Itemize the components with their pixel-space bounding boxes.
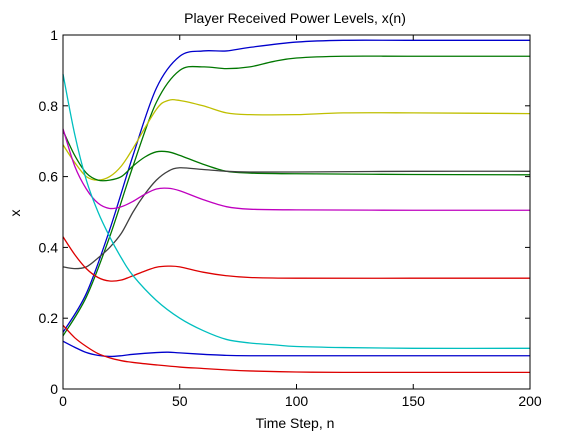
y-axis-label: x — [7, 210, 23, 217]
series-lines — [62, 39, 531, 374]
axis-ticks: 0 50 100 150 200 0 0.2 0.4 0.6 0.8 1 — [39, 27, 542, 409]
series-line-4 — [62, 130, 531, 182]
y-tick-label-0.6: 0.6 — [39, 169, 59, 185]
y-tick-label-1: 1 — [50, 27, 58, 43]
series-line-10 — [62, 324, 530, 374]
series-line-9 — [62, 340, 530, 358]
x-tick-label-150: 150 — [402, 393, 426, 409]
series-line-7 — [62, 236, 530, 282]
series-line-2 — [62, 55, 530, 337]
y-tick-label-0.4: 0.4 — [39, 239, 59, 255]
series-line-8 — [62, 73, 531, 349]
x-tick-label-200: 200 — [518, 393, 542, 409]
y-tick-label-0.8: 0.8 — [39, 98, 59, 114]
y-tick-label-0: 0 — [50, 381, 58, 397]
chart-title: Player Received Power Levels, x(n) — [184, 10, 406, 26]
series-line-5 — [62, 167, 531, 270]
y-tick-label-0.2: 0.2 — [39, 310, 59, 326]
x-tick-label-100: 100 — [285, 393, 309, 409]
x-axis-label: Time Step, n — [256, 415, 335, 431]
series-line-3 — [62, 98, 531, 181]
x-tick-label-0: 0 — [59, 393, 67, 409]
x-tick-label-50: 50 — [172, 393, 188, 409]
series-line-1 — [62, 39, 530, 333]
series-line-6 — [62, 128, 531, 211]
